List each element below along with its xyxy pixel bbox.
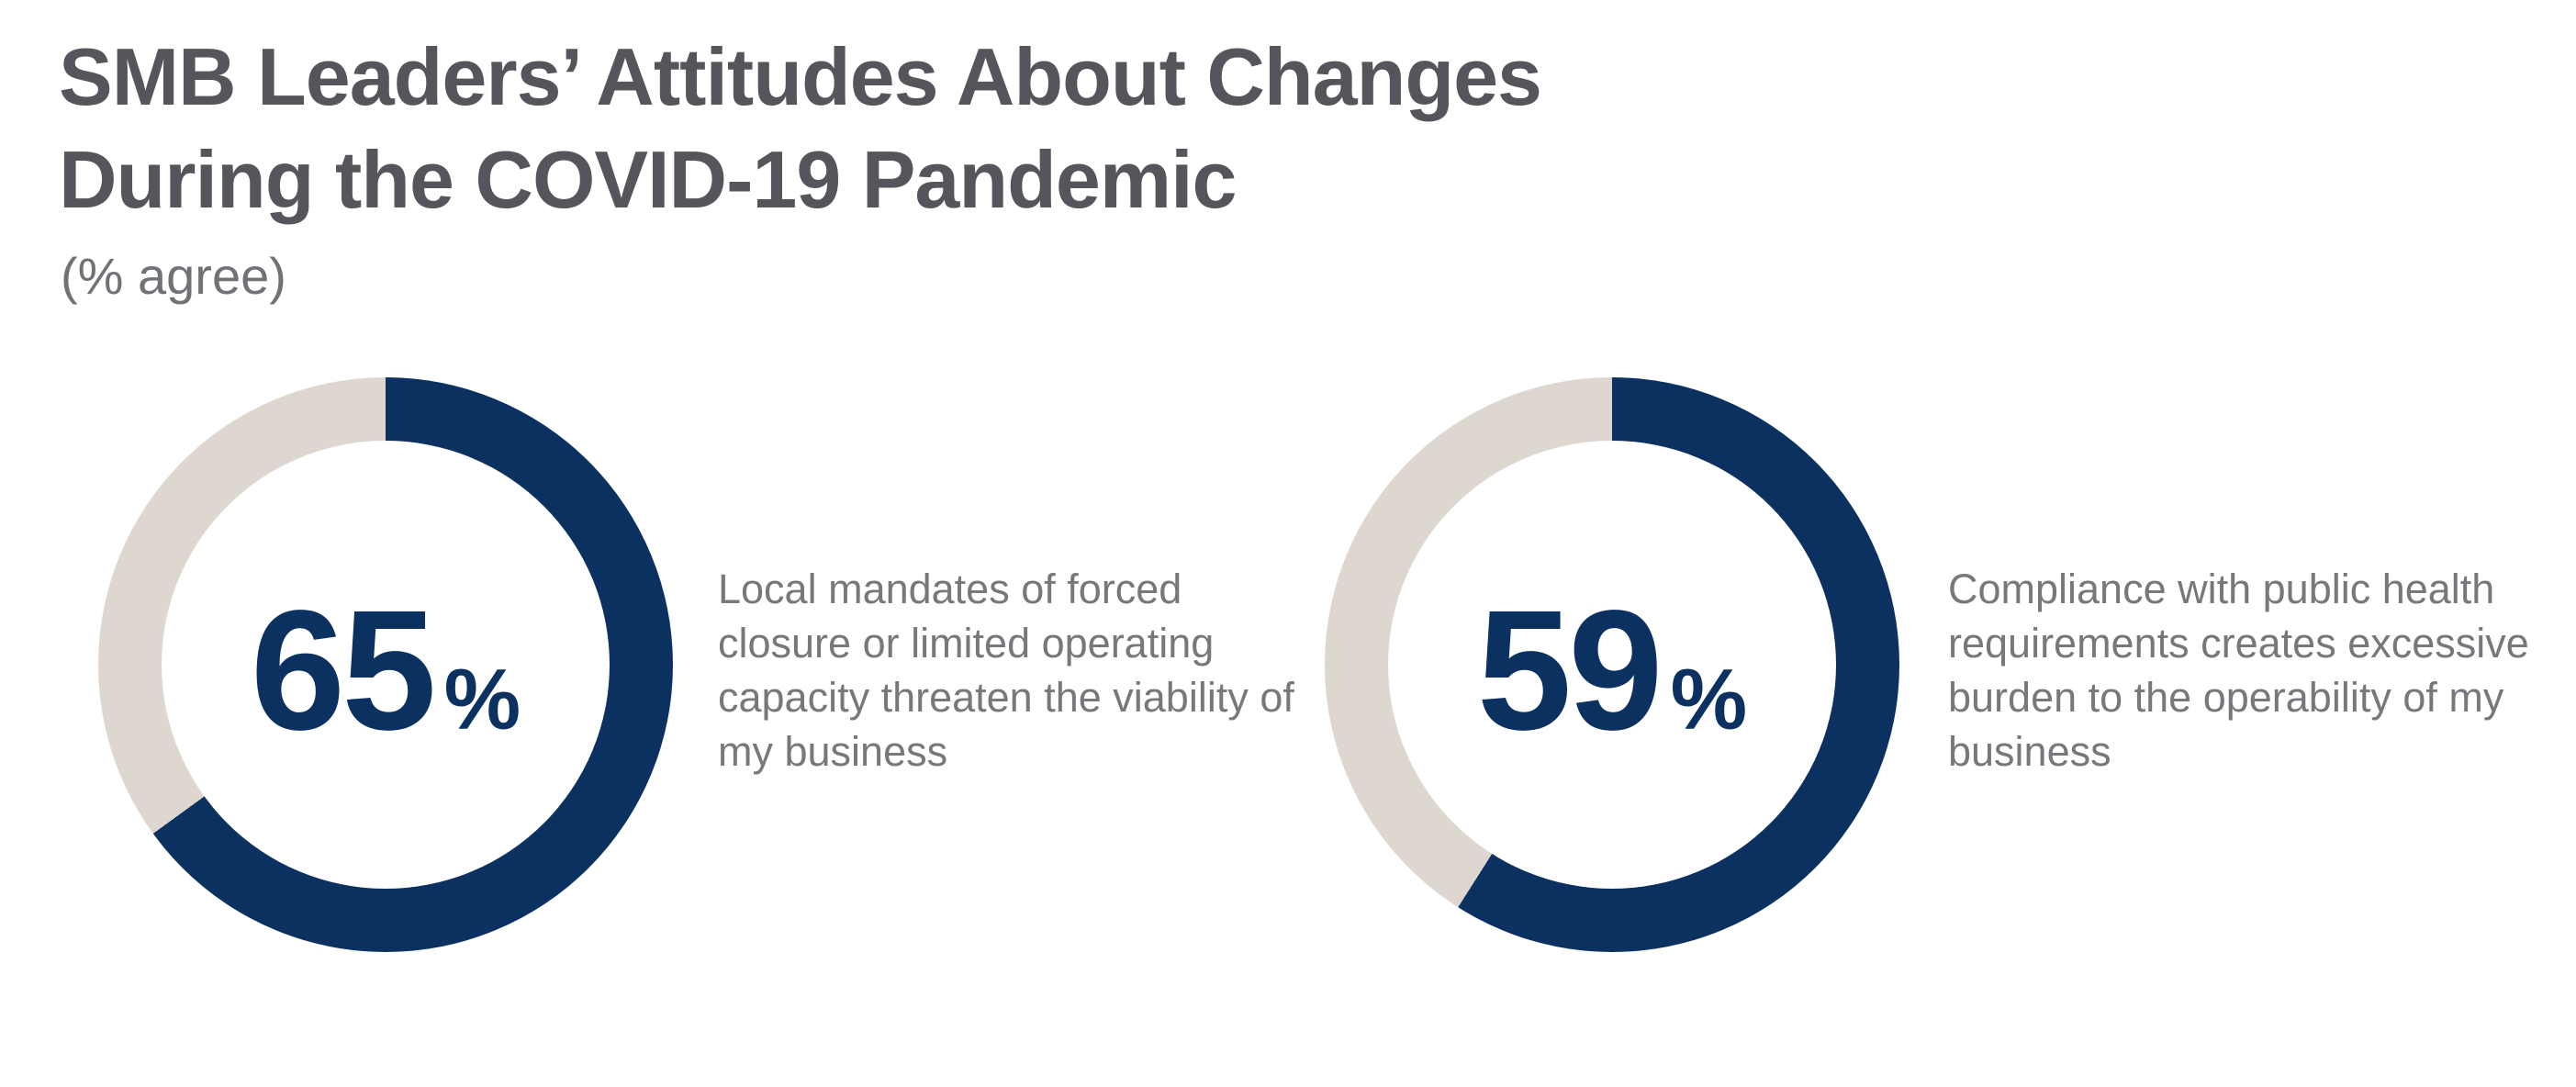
donut-hole xyxy=(1388,441,1836,889)
page-subtitle: (% agree) xyxy=(61,247,286,305)
donut-description-local-mandates: Local mandates of forced closure or limi… xyxy=(718,566,1294,775)
donut-chart-local-mandates: 65% xyxy=(98,377,673,952)
donut-chart-public-health: 59% xyxy=(1325,377,1899,952)
donut-description-public-health: Compliance with public health requiremen… xyxy=(1948,566,2529,775)
page-title-line2: During the COVID-19 Pandemic xyxy=(59,134,1237,225)
donut-value-number: 59 xyxy=(1476,575,1663,766)
donut-value: 59% xyxy=(1477,573,1747,768)
donut-hole xyxy=(162,441,610,889)
percent-sign: % xyxy=(443,650,521,747)
donut-value-wrap: 65% xyxy=(98,377,673,952)
page-title: SMB Leaders’ Attitudes About Changes Dur… xyxy=(59,26,1542,231)
donut-value-number: 65 xyxy=(250,575,437,766)
donut-value: 65% xyxy=(251,573,521,768)
page-title-line1: SMB Leaders’ Attitudes About Changes xyxy=(59,31,1542,122)
donut-value-wrap: 59% xyxy=(1325,377,1899,952)
percent-sign: % xyxy=(1670,650,1748,747)
